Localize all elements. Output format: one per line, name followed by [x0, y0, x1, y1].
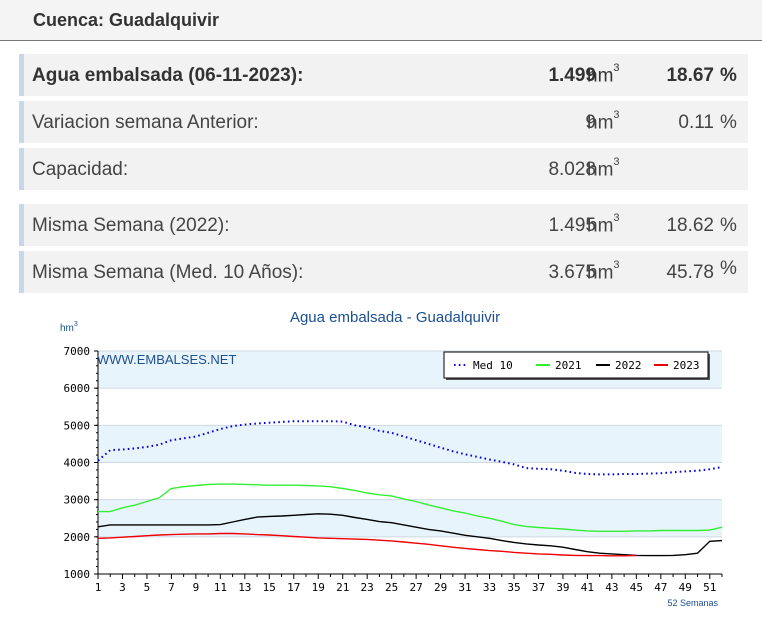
stat-label: Variacion semana Anterior:	[32, 112, 259, 133]
stat-label: Capacidad:	[32, 159, 129, 180]
stat-percent: 18.62	[666, 215, 714, 236]
series-line-med-10	[97, 420, 723, 476]
stat-percent-sign: %	[720, 215, 737, 236]
stat-label: Misma Semana (2022):	[32, 215, 230, 236]
y-axis-unit: hm3	[60, 321, 78, 334]
x-tick-label: 9	[193, 581, 200, 594]
chart-watermark: WWW.EMBALSES.NET	[97, 352, 236, 367]
stat-label: Agua embalsada (06-11-2023):	[32, 65, 304, 86]
stat-value: 9	[585, 112, 596, 133]
chart-legend: Med 10 2021 2022 2023	[443, 351, 710, 380]
x-tick-label: 13	[238, 581, 251, 594]
x-tick-label: 19	[312, 581, 325, 594]
x-tick-label: 39	[556, 581, 569, 594]
stat-percent-sign: %	[720, 65, 737, 86]
stat-value: 1.495	[548, 215, 596, 236]
series-line-2023	[97, 532, 637, 557]
stat-row-capacity: Capacidad: 8.028 hm3	[19, 148, 748, 190]
chart-title: Agua embalsada - Guadalquivir	[290, 309, 500, 326]
x-tick-label: 7	[168, 581, 175, 594]
grid-band	[98, 425, 722, 463]
x-tick-label: 21	[336, 581, 349, 594]
series-line-2022	[97, 513, 723, 557]
x-tick-label: 25	[385, 581, 398, 594]
x-tick-label: 29	[434, 581, 447, 594]
y-tick-label: 6000	[64, 382, 91, 395]
legend-label: 2021	[555, 359, 582, 372]
x-tick-label: 49	[679, 581, 692, 594]
x-tick-label: 23	[361, 581, 374, 594]
y-tick-label: 2000	[64, 531, 91, 544]
stat-unit: hm3	[587, 156, 620, 181]
y-tick-label: 1000	[64, 568, 91, 581]
x-axis-label: 52 Semanas	[667, 598, 718, 608]
x-tick-label: 31	[458, 581, 471, 594]
x-tick-label: 35	[507, 581, 520, 594]
stat-unit: hm3	[587, 109, 620, 134]
y-tick-label: 5000	[64, 419, 91, 432]
x-tick-label: 5	[144, 581, 151, 594]
stat-unit: hm3	[587, 62, 620, 87]
basin-header: Cuenca: Guadalquivir	[0, 0, 762, 41]
stat-row-same-week-10yr-avg: Misma Semana (Med. 10 Años): 3.675 hm3 4…	[19, 251, 748, 293]
y-tick-label: 7000	[64, 345, 91, 358]
stat-value: 1.499	[548, 65, 596, 86]
basin-title: Cuenca: Guadalquivir	[33, 10, 220, 30]
stat-value: 3.675	[548, 262, 596, 283]
x-tick-label: 47	[654, 581, 667, 594]
stat-row-stored-water: Agua embalsada (06-11-2023): 1.499 hm3 1…	[19, 54, 748, 96]
x-tick-label: 33	[483, 581, 496, 594]
stat-label: Misma Semana (Med. 10 Años):	[32, 262, 304, 283]
legend-label: 2023	[673, 359, 700, 372]
x-tick-label: 37	[532, 581, 545, 594]
y-tick-label: 3000	[64, 494, 91, 507]
legend-label: 2022	[615, 359, 642, 372]
x-tick-label: 11	[214, 581, 227, 594]
stat-percent: 0.11	[678, 112, 714, 133]
x-tick-label: 41	[581, 581, 594, 594]
y-tick-label: 4000	[64, 457, 91, 470]
stat-percent: 18.67	[666, 65, 714, 86]
x-tick-label: 17	[287, 581, 300, 594]
stat-unit: hm3	[587, 259, 620, 284]
x-tick-label: 51	[703, 581, 716, 594]
series-line-2021	[98, 483, 723, 533]
reservoir-chart: Agua embalsada - Guadalquivir hm3 1000 20…	[60, 309, 723, 608]
stat-value: 8.028	[548, 159, 596, 180]
stat-row-weekly-variation: Variacion semana Anterior: 9 hm3 0.11 %	[19, 101, 748, 143]
stat-percent: 45.78	[666, 262, 714, 283]
stat-percent-sign: %	[720, 112, 737, 133]
x-tick-label: 43	[605, 581, 618, 594]
x-tick-label: 45	[630, 581, 643, 594]
stat-row-same-week-2022: Misma Semana (2022): 1.495 hm3 18.62 %	[19, 204, 748, 246]
legend-label: Med 10	[473, 359, 513, 372]
x-tick-label: 27	[409, 581, 422, 594]
x-tick-label: 3	[119, 581, 126, 594]
x-tick-label: 15	[263, 581, 276, 594]
stat-percent-sign: %	[720, 258, 737, 279]
x-tick-label: 1	[95, 581, 102, 594]
stat-unit: hm3	[587, 212, 620, 237]
